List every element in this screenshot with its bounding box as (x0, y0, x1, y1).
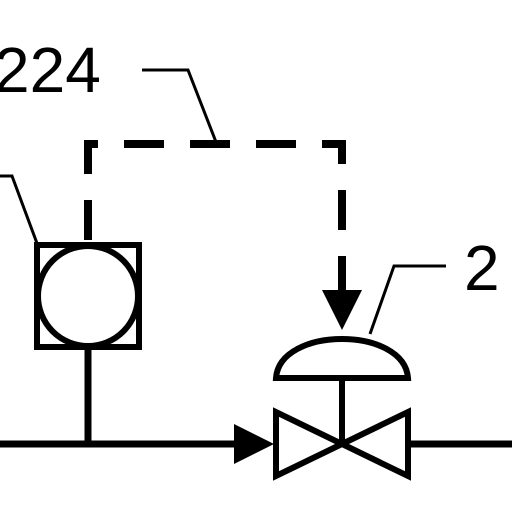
signal-arrowhead (322, 290, 362, 330)
reference-label-2: 2 (464, 232, 500, 304)
leader-line-224 (142, 68, 218, 143)
control-valve-actuator-symbol (272, 336, 412, 381)
reference-label-224: 224 (0, 34, 101, 106)
leader-line-sensor (0, 174, 40, 247)
instrument-sensor-symbol (34, 242, 142, 350)
flow-arrowhead (234, 424, 274, 464)
signal-line-dashed (84, 140, 346, 296)
leader-line-2 (368, 264, 446, 335)
